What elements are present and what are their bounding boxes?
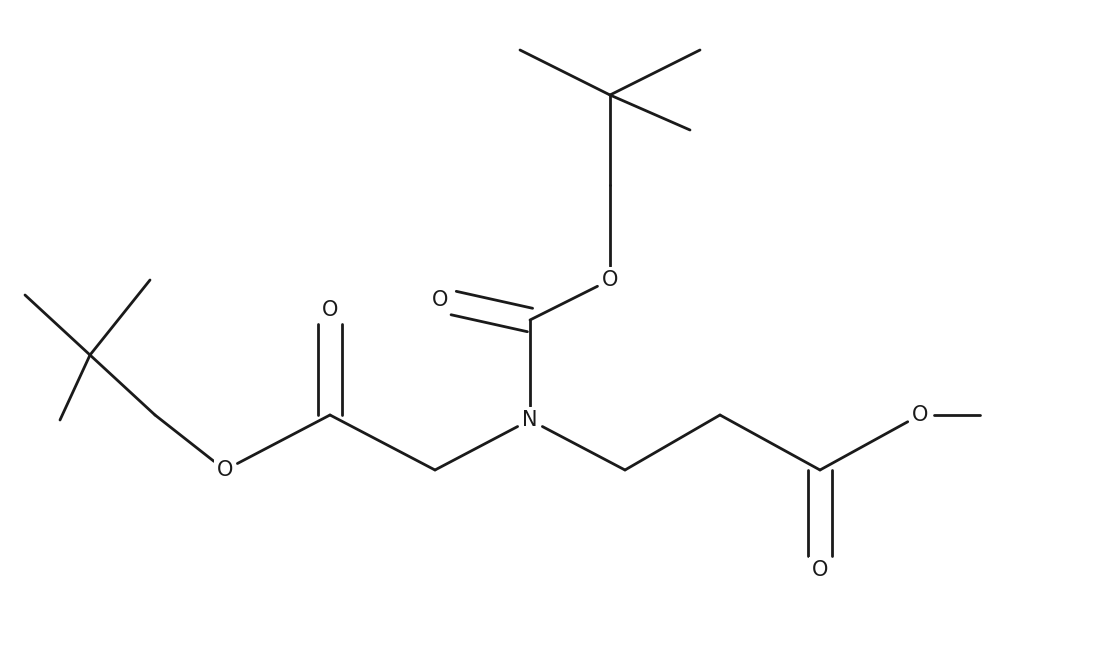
Text: O: O: [911, 405, 928, 425]
Text: O: O: [812, 560, 829, 580]
Text: N: N: [522, 410, 538, 430]
Text: O: O: [217, 460, 234, 480]
Text: O: O: [602, 270, 618, 290]
Text: O: O: [432, 290, 449, 310]
Text: O: O: [322, 300, 338, 320]
